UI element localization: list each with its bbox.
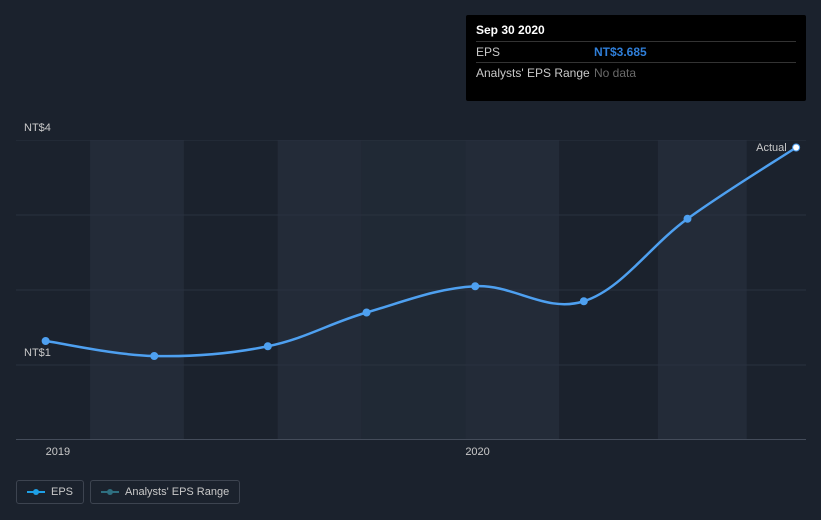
legend-marker-icon [101,488,119,496]
tooltip-range-row: Analysts' EPS Range No data [476,62,796,83]
tooltip-date: Sep 30 2020 [476,23,796,41]
tooltip-eps-row: EPS NT$3.685 [476,41,796,62]
tooltip-range-label: Analysts' EPS Range [476,66,594,80]
y-axis-label-bottom: NT$1 [24,347,51,359]
actual-label: Actual [756,142,787,154]
legend-marker-icon [27,488,45,496]
legend-item-range[interactable]: Analysts' EPS Range [90,480,240,504]
chart-container: Sep 30 2020 EPS NT$3.685 Analysts' EPS R… [0,0,821,520]
x-axis-label-2019: 2019 [46,446,70,458]
tooltip-eps-value: NT$3.685 [594,45,796,59]
tooltip-range-value: No data [594,66,796,80]
y-axis-label-top: NT$4 [24,122,51,134]
tooltip-eps-label: EPS [476,45,594,59]
eps-line-chart[interactable] [16,140,806,440]
legend-label: EPS [51,486,73,498]
legend-item-eps[interactable]: EPS [16,480,84,504]
chart-tooltip: Sep 30 2020 EPS NT$3.685 Analysts' EPS R… [466,15,806,101]
x-axis-label-2020: 2020 [465,446,489,458]
chart-legend: EPS Analysts' EPS Range [16,480,240,504]
legend-label: Analysts' EPS Range [125,486,229,498]
